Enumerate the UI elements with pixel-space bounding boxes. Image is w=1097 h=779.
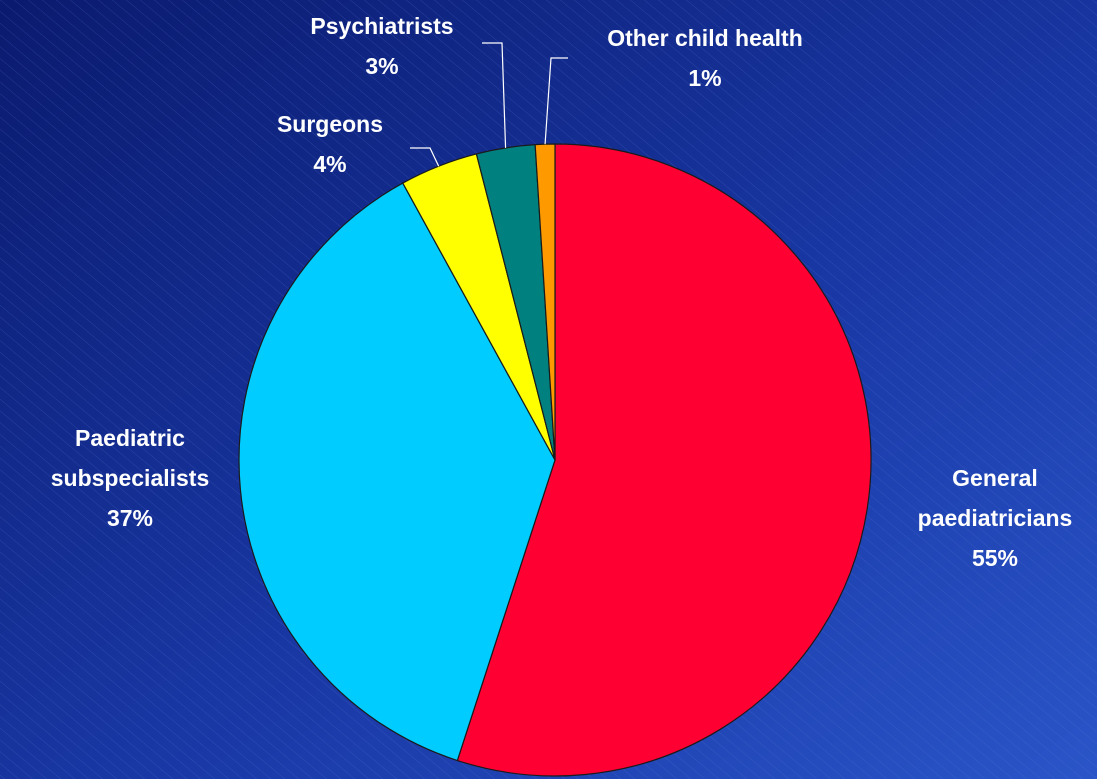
slice-label: General paediatricians — [918, 465, 1073, 531]
value-label: 3% — [365, 53, 398, 79]
value-label: 4% — [313, 151, 346, 177]
slice-label: Other child health — [607, 25, 803, 51]
leader-line — [482, 42, 507, 148]
value-label: 55% — [972, 545, 1018, 571]
slice-label: Psychiatrists — [310, 13, 453, 39]
leader-line — [544, 57, 568, 145]
value-label: 1% — [688, 65, 721, 91]
pie-slice — [238, 182, 556, 762]
leader-line — [410, 147, 440, 167]
pie-slice — [456, 143, 872, 777]
pie-slice — [534, 143, 556, 461]
slice-label: Surgeons — [277, 111, 383, 137]
slice-label: Paediatric subspecialists — [51, 425, 210, 491]
value-label: 37% — [107, 505, 153, 531]
